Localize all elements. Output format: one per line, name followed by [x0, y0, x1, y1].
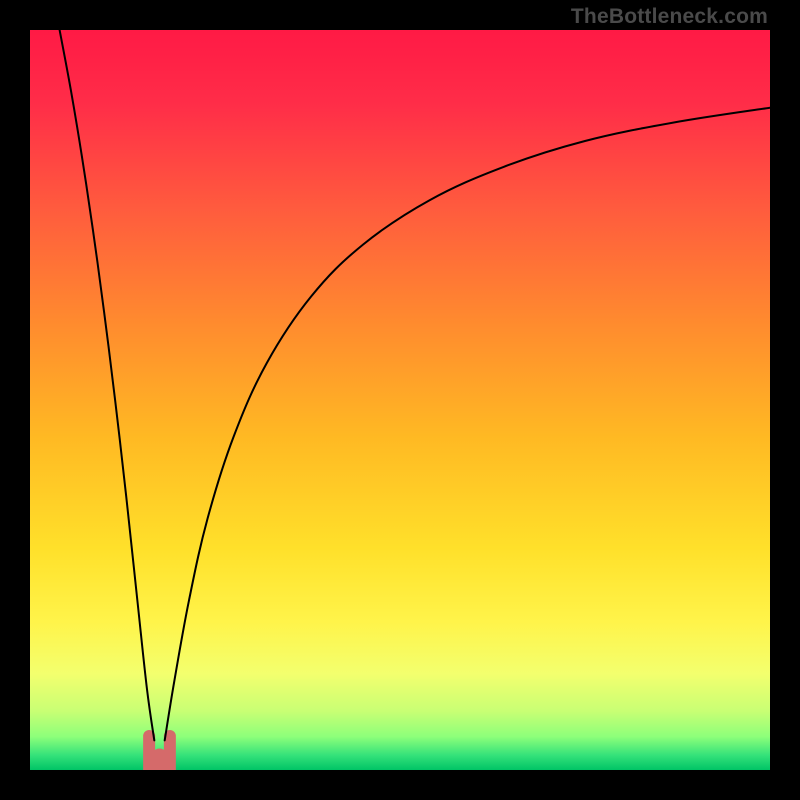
curve-layer	[30, 30, 770, 770]
cusp-marker	[149, 736, 170, 770]
curve-right	[165, 108, 770, 741]
bottleneck-chart: TheBottleneck.com	[0, 0, 800, 800]
plot-area	[30, 30, 770, 770]
curve-left	[60, 30, 155, 740]
watermark-text: TheBottleneck.com	[571, 5, 768, 29]
